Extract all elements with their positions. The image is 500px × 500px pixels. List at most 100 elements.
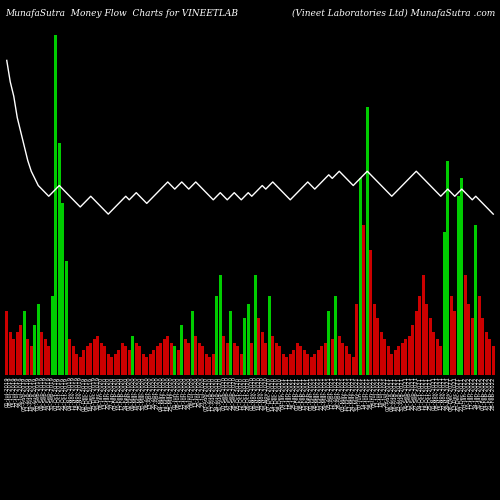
Bar [446, 160, 449, 375]
Bar [142, 354, 144, 375]
Bar [310, 357, 312, 375]
Bar [149, 354, 152, 375]
Bar [450, 296, 452, 375]
Bar [16, 332, 18, 375]
Bar [275, 343, 278, 375]
Bar [401, 343, 404, 375]
Bar [40, 332, 43, 375]
Bar [30, 346, 32, 375]
Bar [146, 357, 148, 375]
Bar [12, 339, 15, 375]
Bar [432, 332, 435, 375]
Text: (Vineet Laboratories Ltd) MunafaSutra .com: (Vineet Laboratories Ltd) MunafaSutra .c… [292, 9, 495, 18]
Bar [376, 318, 379, 375]
Bar [278, 346, 281, 375]
Bar [177, 350, 180, 375]
Bar [20, 325, 22, 375]
Bar [68, 339, 71, 375]
Bar [236, 346, 239, 375]
Bar [454, 310, 456, 375]
Bar [345, 346, 348, 375]
Bar [219, 275, 222, 375]
Bar [170, 343, 172, 375]
Bar [51, 296, 54, 375]
Bar [366, 107, 368, 375]
Bar [460, 178, 463, 375]
Bar [296, 343, 298, 375]
Bar [184, 339, 186, 375]
Bar [328, 310, 330, 375]
Bar [258, 318, 260, 375]
Bar [286, 357, 288, 375]
Bar [202, 346, 204, 375]
Bar [300, 346, 302, 375]
Bar [107, 354, 110, 375]
Bar [436, 339, 438, 375]
Bar [180, 325, 183, 375]
Bar [415, 310, 418, 375]
Bar [384, 339, 386, 375]
Bar [191, 310, 194, 375]
Bar [230, 310, 232, 375]
Bar [412, 325, 414, 375]
Bar [429, 318, 432, 375]
Bar [418, 296, 421, 375]
Bar [194, 336, 197, 375]
Bar [356, 304, 358, 375]
Bar [222, 336, 225, 375]
Bar [387, 346, 390, 375]
Bar [79, 357, 82, 375]
Bar [96, 336, 99, 375]
Bar [334, 296, 337, 375]
Bar [464, 275, 466, 375]
Bar [9, 332, 12, 375]
Bar [370, 250, 372, 375]
Bar [244, 318, 246, 375]
Bar [65, 260, 68, 375]
Bar [54, 36, 57, 375]
Bar [468, 304, 470, 375]
Bar [380, 332, 382, 375]
Bar [226, 343, 228, 375]
Bar [114, 354, 116, 375]
Bar [250, 343, 253, 375]
Bar [331, 339, 334, 375]
Bar [261, 332, 264, 375]
Bar [359, 178, 362, 375]
Bar [303, 350, 306, 375]
Bar [289, 354, 292, 375]
Bar [124, 346, 127, 375]
Bar [174, 346, 176, 375]
Bar [443, 232, 446, 375]
Bar [188, 343, 190, 375]
Bar [348, 354, 351, 375]
Bar [135, 343, 138, 375]
Bar [254, 275, 256, 375]
Bar [338, 336, 340, 375]
Bar [314, 354, 316, 375]
Bar [198, 343, 200, 375]
Bar [247, 304, 250, 375]
Bar [471, 318, 474, 375]
Bar [93, 339, 96, 375]
Bar [390, 354, 393, 375]
Bar [474, 225, 477, 375]
Bar [398, 346, 400, 375]
Bar [457, 196, 460, 375]
Bar [488, 339, 491, 375]
Bar [26, 339, 29, 375]
Bar [478, 296, 480, 375]
Bar [205, 354, 208, 375]
Bar [440, 346, 442, 375]
Text: MunafaSutra  Money Flow  Charts for VINEETLAB: MunafaSutra Money Flow Charts for VINEET… [5, 9, 238, 18]
Bar [362, 225, 365, 375]
Bar [132, 336, 134, 375]
Bar [320, 346, 323, 375]
Bar [485, 332, 488, 375]
Bar [23, 310, 26, 375]
Bar [86, 346, 88, 375]
Bar [394, 350, 396, 375]
Bar [34, 325, 36, 375]
Bar [152, 350, 155, 375]
Bar [324, 343, 326, 375]
